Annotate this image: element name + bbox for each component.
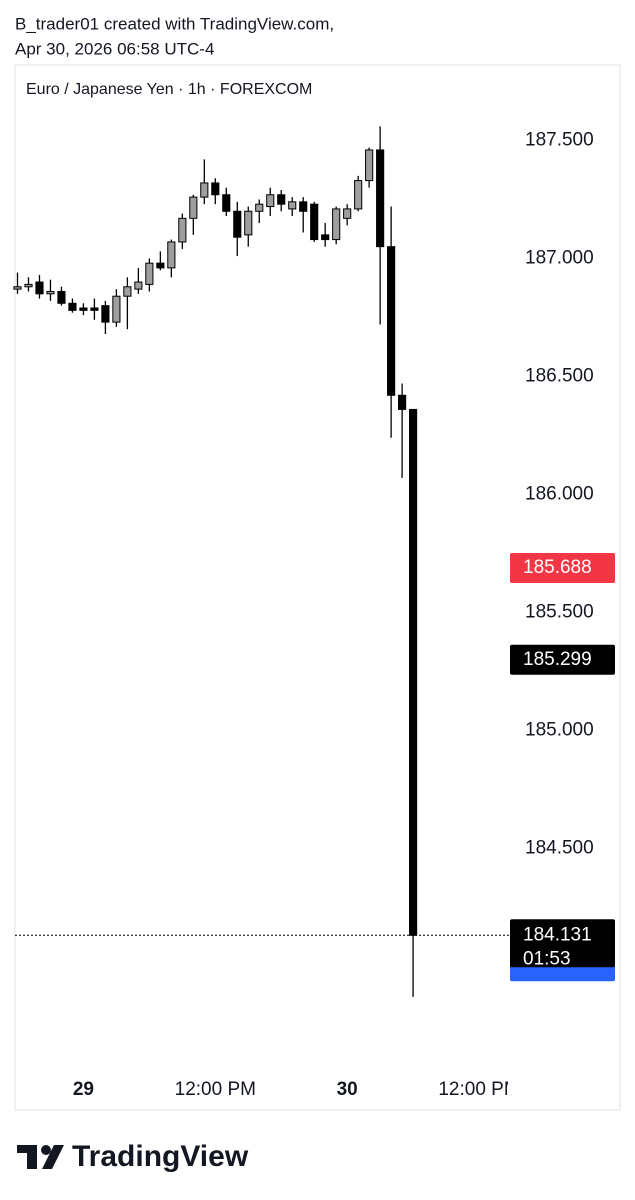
y-tick-label: 186.500	[525, 365, 594, 386]
candle-body	[13, 286, 22, 290]
candle-body	[211, 182, 220, 196]
candle-body	[387, 246, 396, 396]
price-label-box	[510, 644, 615, 675]
price-label: 185.299	[523, 649, 592, 670]
candle-body	[277, 194, 286, 205]
candle-body	[365, 149, 374, 182]
header-line: B_trader01 created with TradingView.com,	[15, 14, 334, 33]
candle-body	[299, 201, 308, 212]
candle-body	[310, 203, 319, 241]
candle-body	[178, 217, 187, 243]
price-label: 185.688	[523, 557, 592, 578]
header-line: Apr 30, 2026 06:58 UTC-4	[15, 39, 214, 58]
candle-body	[46, 290, 55, 295]
last-price-box	[510, 919, 615, 968]
y-tick-label: 185.000	[525, 719, 594, 740]
candle-body	[134, 281, 143, 290]
x-tick-label: 30	[337, 1079, 358, 1100]
candle-body	[409, 408, 418, 936]
x-tick-label: 29	[73, 1079, 94, 1100]
candle-body	[332, 208, 341, 241]
y-tick-label: 187.500	[525, 130, 594, 151]
candle-body	[156, 262, 165, 269]
candle-body	[24, 283, 33, 288]
candle-body	[189, 196, 198, 219]
x-tick-label: 12:00 PM	[175, 1079, 256, 1100]
candle-body	[266, 194, 275, 208]
y-tick-label: 185.500	[525, 601, 594, 622]
chart-frame	[14, 64, 621, 1111]
candle-body	[288, 201, 297, 210]
last-price-label: 184.131	[523, 924, 592, 945]
candle-body	[376, 149, 385, 248]
x-tick-label: 12:00 PM	[438, 1079, 519, 1100]
chart-title: Euro / Japanese Yen · 1h · FOREXCOM	[26, 81, 312, 98]
candle-body	[200, 182, 209, 198]
countdown: 01:53	[523, 948, 571, 969]
candle-body	[321, 234, 330, 241]
candle-body	[79, 307, 88, 311]
hidden-label	[510, 965, 615, 982]
candle-body	[112, 295, 121, 323]
candle-body	[255, 203, 264, 212]
candle-body	[222, 194, 231, 212]
x-axis: 29 12:00 PM 30 12:00 PM	[73, 1079, 519, 1100]
candle-body	[68, 302, 77, 311]
candle-body	[343, 208, 352, 219]
candle-body	[35, 281, 44, 295]
logo	[17, 1145, 64, 1169]
candle-body	[354, 180, 363, 210]
candle-body	[233, 210, 242, 238]
y-tick-label: 187.000	[525, 247, 594, 268]
y-tick-label: 184.500	[525, 837, 594, 858]
candle-body	[57, 290, 66, 304]
candle-body	[167, 241, 176, 269]
candle-body	[145, 262, 154, 285]
candle-body	[398, 394, 407, 410]
candle-body	[123, 286, 132, 297]
price-label-box	[510, 552, 615, 583]
candle-body	[101, 305, 110, 323]
candle-body	[90, 307, 99, 311]
brand: TradingView	[72, 1140, 249, 1173]
candle-body	[244, 210, 253, 236]
y-tick-label: 186.000	[525, 483, 594, 504]
